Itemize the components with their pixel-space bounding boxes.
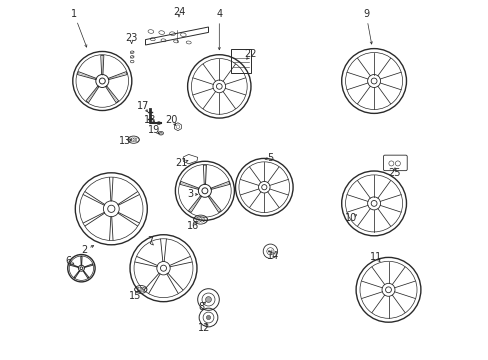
Text: 21: 21 xyxy=(175,158,187,168)
Text: 20: 20 xyxy=(165,114,178,125)
Text: 15: 15 xyxy=(129,291,142,301)
Text: 8: 8 xyxy=(198,302,204,312)
Text: 3: 3 xyxy=(187,189,193,199)
Text: 25: 25 xyxy=(388,168,401,178)
Text: 17: 17 xyxy=(137,101,149,111)
Text: 22: 22 xyxy=(244,49,257,59)
Circle shape xyxy=(205,297,211,302)
Text: 18: 18 xyxy=(143,114,156,125)
Text: 10: 10 xyxy=(344,213,356,223)
Circle shape xyxy=(206,315,210,320)
Text: 4: 4 xyxy=(216,9,222,19)
Text: 1: 1 xyxy=(71,9,77,19)
Text: 12: 12 xyxy=(198,323,210,333)
Text: 9: 9 xyxy=(363,9,368,19)
Text: audi: audi xyxy=(267,249,273,253)
Text: 19: 19 xyxy=(147,125,160,135)
Text: 7: 7 xyxy=(146,236,153,246)
Text: 11: 11 xyxy=(369,252,381,262)
Text: 13: 13 xyxy=(119,136,131,146)
Text: 6: 6 xyxy=(65,256,72,266)
Bar xyxy=(230,49,250,73)
Text: 24: 24 xyxy=(172,6,185,17)
Text: 23: 23 xyxy=(124,33,137,43)
Text: 5: 5 xyxy=(267,153,273,163)
Text: 14: 14 xyxy=(266,251,279,261)
Text: 16: 16 xyxy=(187,221,199,231)
Text: 2: 2 xyxy=(81,245,87,255)
